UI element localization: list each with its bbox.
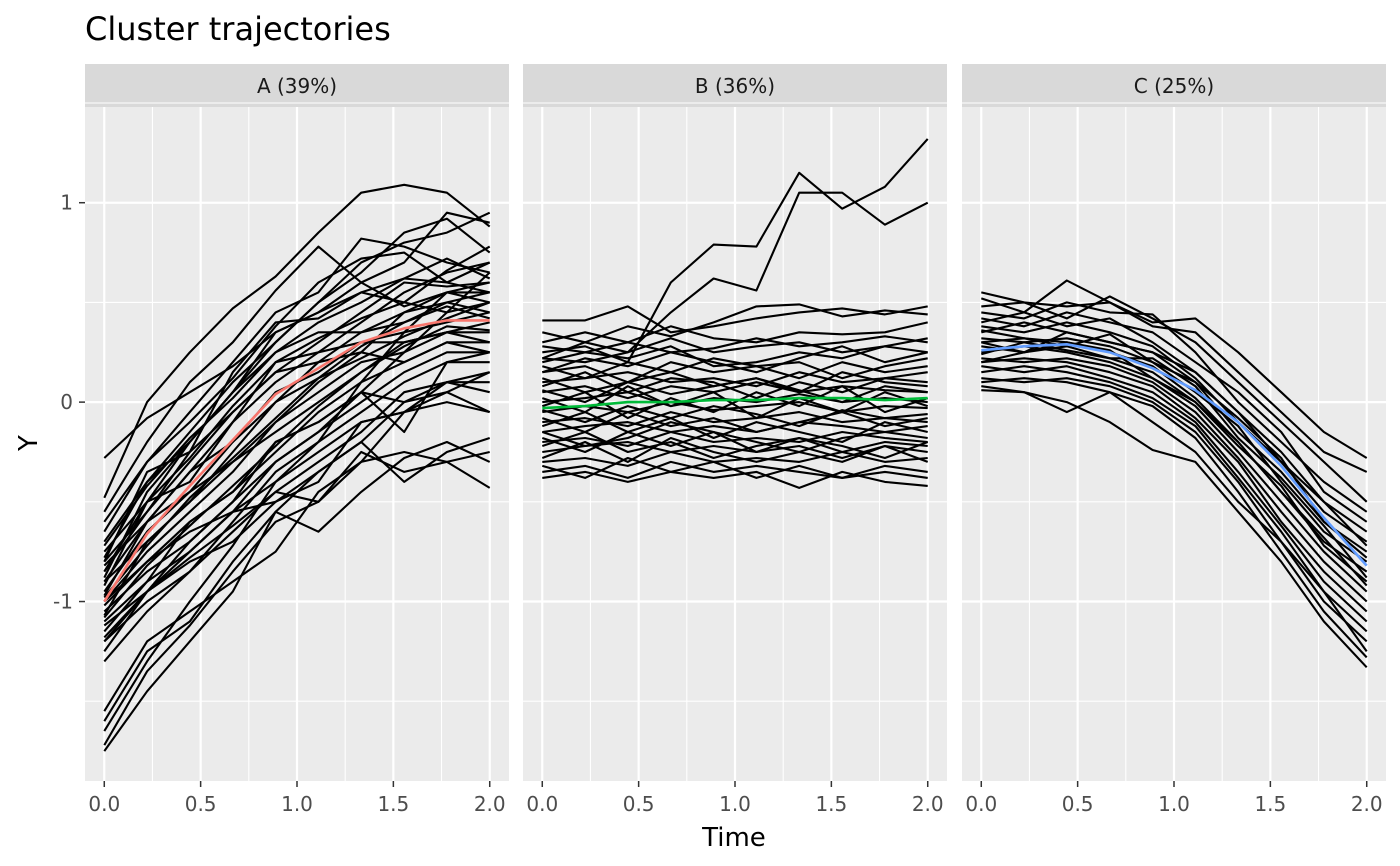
trajectory-line bbox=[981, 357, 1368, 613]
trajectory-line bbox=[542, 456, 928, 479]
trajectory-line bbox=[542, 450, 928, 467]
x-tick-label: 0.5 bbox=[623, 792, 655, 816]
trajectory-line bbox=[981, 345, 1368, 593]
x-tick-label: 0.0 bbox=[965, 792, 997, 816]
trajectory-line bbox=[103, 341, 490, 563]
trajectory-line bbox=[103, 245, 490, 513]
trajectory-line bbox=[542, 377, 928, 404]
x-tick-label: 1.0 bbox=[719, 792, 751, 816]
x-tick-label: 2.0 bbox=[474, 792, 506, 816]
x-tick-label: 0.0 bbox=[526, 792, 558, 816]
trajectory-line bbox=[542, 405, 928, 428]
y-tick-label: 0 bbox=[60, 390, 73, 414]
panel-c-mean-line bbox=[981, 343, 1368, 567]
panel-a-strip-label: A (39%) bbox=[257, 74, 337, 98]
x-tick-label: 1.0 bbox=[281, 792, 313, 816]
trajectory-line bbox=[981, 291, 1368, 459]
chart-title: Cluster trajectories bbox=[85, 10, 391, 48]
x-tick-label: 1.5 bbox=[377, 792, 409, 816]
panel-a-strip bbox=[85, 64, 509, 107]
panel-a-x-axis: 0.0 0.5 1.0 1.5 2.0 bbox=[88, 781, 506, 816]
trajectory-line bbox=[542, 470, 928, 489]
y-axis: 1 0 -1 bbox=[53, 191, 85, 614]
trajectory-line bbox=[542, 321, 928, 344]
panel-c-grid bbox=[962, 102, 1386, 781]
trajectory-line bbox=[542, 305, 928, 334]
x-tick-label: 1.0 bbox=[1158, 792, 1190, 816]
panel-c-strip bbox=[962, 64, 1386, 107]
trajectory-line bbox=[981, 377, 1368, 659]
x-tick-label: 1.5 bbox=[815, 792, 847, 816]
trajectory-line bbox=[103, 291, 490, 643]
trajectory-line bbox=[541, 345, 928, 374]
x-tick-label: 2.0 bbox=[912, 792, 944, 816]
trajectory-line bbox=[981, 311, 1368, 533]
panel-c-x-axis: 0.0 0.5 1.0 1.5 2.0 bbox=[965, 781, 1383, 816]
y-tick-label: 1 bbox=[60, 191, 73, 215]
trajectory-line bbox=[103, 371, 490, 643]
trajectory-line bbox=[103, 440, 491, 722]
trajectory-line bbox=[103, 401, 490, 639]
trajectory-line bbox=[981, 389, 1368, 669]
trajectory-line bbox=[542, 191, 929, 364]
trajectory-line bbox=[103, 331, 490, 603]
trajectory-line bbox=[981, 341, 1368, 587]
trajectory-line bbox=[541, 385, 929, 420]
trajectory-line bbox=[103, 305, 490, 599]
trajectory-line bbox=[542, 401, 928, 414]
x-tick-label: 2.0 bbox=[1351, 792, 1383, 816]
trajectory-line bbox=[541, 436, 929, 463]
x-tick-label: 1.5 bbox=[1254, 792, 1286, 816]
panel-b: B (36%) 0.0 0.5 1.0 1.5 2.0 bbox=[523, 64, 947, 816]
trajectory-line bbox=[103, 301, 491, 583]
x-tick-label: 0.0 bbox=[88, 792, 120, 816]
trajectory-line bbox=[103, 381, 490, 663]
panel-b-strip-label: B (36%) bbox=[695, 74, 775, 98]
panel-a: A (39%) 0.0 0.5 1.0 1.5 2.0 bbox=[85, 64, 509, 816]
trajectory-line bbox=[103, 237, 490, 523]
panel-b-mean-line bbox=[542, 396, 928, 410]
trajectory-line bbox=[103, 291, 490, 579]
trajectory-line bbox=[542, 345, 928, 368]
trajectory-line bbox=[103, 450, 490, 746]
panel-b-trajectories bbox=[541, 138, 929, 489]
trajectory-line bbox=[103, 271, 491, 653]
trajectory-line bbox=[103, 183, 491, 499]
trajectory-line bbox=[103, 245, 491, 573]
trajectory-line bbox=[541, 337, 928, 360]
y-tick-label: -1 bbox=[53, 590, 73, 614]
panels: A (39%) 0.0 0.5 1.0 1.5 2.0 B (36%) 0.0 0.5 1.0 1.… bbox=[85, 64, 1386, 816]
x-tick-label: 0.5 bbox=[1062, 792, 1094, 816]
trajectory-line bbox=[103, 257, 491, 547]
panel-b-x-axis: 0.0 0.5 1.0 1.5 2.0 bbox=[526, 781, 944, 816]
x-axis-title: Time bbox=[701, 823, 766, 853]
y-axis-title: Y bbox=[14, 435, 44, 452]
panel-c: C (25%) 0.0 0.5 1.0 1.5 2.0 bbox=[962, 64, 1386, 816]
panel-a-mean-line bbox=[103, 319, 490, 603]
trajectory-line bbox=[103, 391, 491, 732]
trajectory-line bbox=[981, 385, 1368, 653]
trajectory-line bbox=[542, 303, 928, 344]
trajectory-line bbox=[542, 357, 928, 380]
panel-c-strip-label: C (25%) bbox=[1134, 74, 1214, 98]
trajectory-line bbox=[541, 421, 928, 454]
trajectory-line bbox=[103, 281, 490, 573]
trajectory-line bbox=[103, 291, 490, 593]
trajectory-line bbox=[981, 321, 1368, 553]
panel-b-strip bbox=[523, 64, 947, 107]
trajectory-line bbox=[981, 365, 1368, 633]
x-tick-label: 0.5 bbox=[185, 792, 217, 816]
trajectory-line bbox=[541, 371, 928, 400]
panel-c-trajectories bbox=[980, 279, 1368, 669]
panel-a-trajectories bbox=[103, 183, 491, 752]
trajectory-line bbox=[541, 411, 928, 444]
